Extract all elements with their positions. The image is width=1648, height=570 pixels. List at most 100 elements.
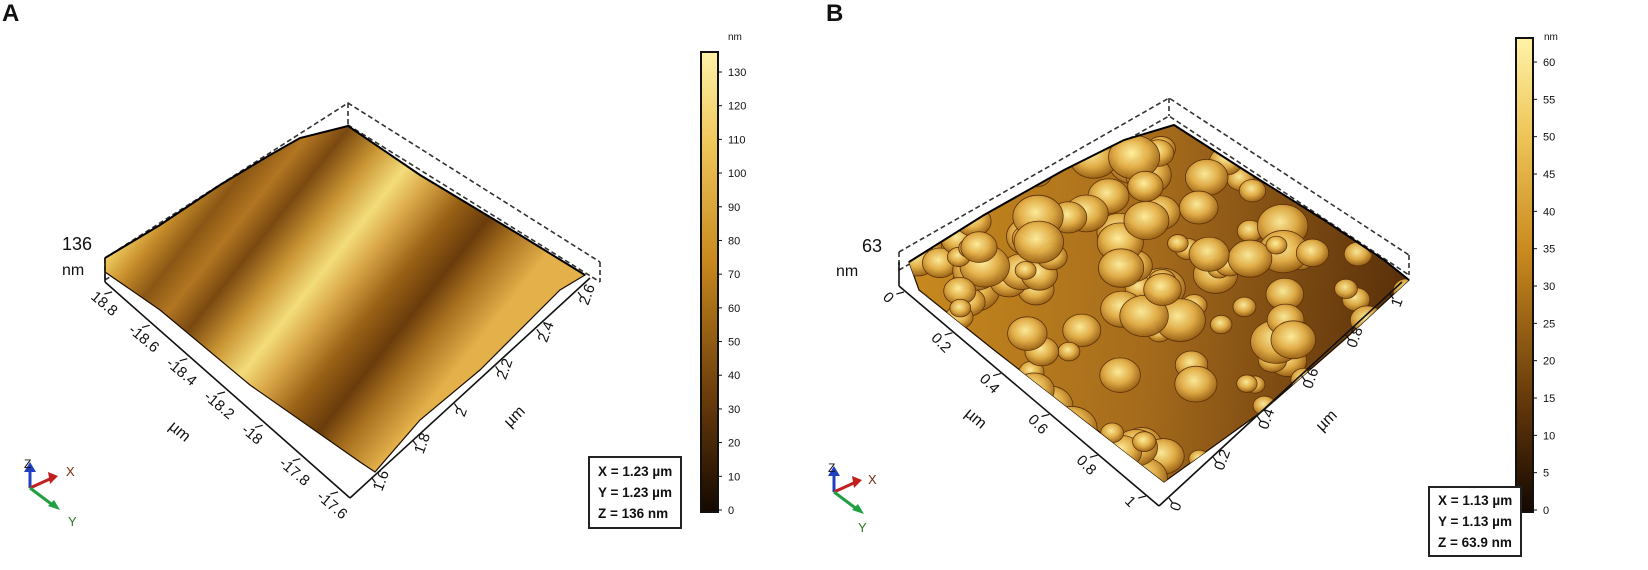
grain <box>1021 160 1053 188</box>
grain <box>971 180 993 199</box>
grain <box>960 231 998 263</box>
afm-panel-a: A <box>2 0 746 529</box>
panel-label: B <box>826 0 844 27</box>
grain <box>1227 239 1273 278</box>
grain <box>1038 125 1074 146</box>
grain <box>1174 365 1218 403</box>
orientation-axes-icon: Z X Y <box>828 461 877 535</box>
grain <box>1019 386 1045 409</box>
grain <box>1318 181 1341 201</box>
bounding-box <box>898 97 1410 276</box>
x-axis-unit: µm <box>165 418 193 446</box>
grain <box>1045 406 1098 451</box>
y-axis-unit: µm <box>1313 407 1341 435</box>
grain <box>1013 220 1064 264</box>
grain <box>1143 273 1182 306</box>
grain <box>1224 455 1274 482</box>
grain <box>1347 153 1381 183</box>
grain <box>1265 235 1288 255</box>
colorbar-tick-label: 10 <box>728 471 740 483</box>
grain <box>1188 236 1230 272</box>
y-axis-ticks: 1.6 1.8 2 2.2 2.4 2.6 <box>370 282 599 493</box>
tick-label: 0 <box>879 289 897 307</box>
colorbar-tick-label: 120 <box>728 101 746 113</box>
tick-label: 0.6 <box>1299 366 1322 391</box>
colorbar-tick-label: 90 <box>728 202 740 214</box>
grain <box>1119 294 1169 337</box>
colorbar-tick-label: 20 <box>728 438 740 450</box>
colorbar-tick-label: 30 <box>1543 281 1555 293</box>
dimension-y: Y = 1.13 µm <box>1438 514 1512 529</box>
grain <box>1067 130 1091 150</box>
colorbar-tick-label: 55 <box>1543 94 1555 106</box>
grain <box>1178 190 1219 225</box>
colorbar-tick-label: 60 <box>1543 57 1555 69</box>
grain <box>1230 431 1259 456</box>
tick-label: 0.2 <box>1211 447 1234 472</box>
colorbar-tick-label: 0 <box>728 505 734 517</box>
axis-glyph-x: X <box>868 472 877 487</box>
surface-grains <box>909 125 1409 482</box>
grain <box>1188 449 1210 469</box>
axis-glyph-z: Z <box>828 461 835 475</box>
axes <box>104 258 591 499</box>
colorbar-tick-label: 25 <box>1543 318 1555 330</box>
axis-glyph-z: Z <box>24 457 31 471</box>
tick-label: 2.6 <box>576 282 599 307</box>
grain <box>909 464 937 482</box>
grain <box>938 173 975 205</box>
grain <box>1232 296 1257 318</box>
colorbar-tick-label: 130 <box>728 67 746 79</box>
colorbar-tick-label: 80 <box>728 235 740 247</box>
colorbar-tick-label: 60 <box>728 303 740 315</box>
grain <box>1046 125 1087 158</box>
grain <box>1334 278 1358 299</box>
grain <box>1123 200 1170 241</box>
colorbar-tick-label: 100 <box>728 168 746 180</box>
dimensions-box: X = 1.23 µm Y = 1.23 µm Z = 136 nm <box>588 456 683 529</box>
grain <box>909 398 940 428</box>
grain <box>935 125 974 154</box>
grain <box>1236 374 1258 393</box>
grain <box>1384 439 1409 464</box>
axis-glyph-y: Y <box>858 520 867 535</box>
colorbar-tick-label: 45 <box>1543 169 1555 181</box>
tick-label: 1 <box>1388 296 1407 310</box>
tick-label: 2.2 <box>493 356 516 381</box>
colorbar-tick-label: 50 <box>1543 132 1555 144</box>
colorbar-tick-label: 70 <box>728 269 740 281</box>
colorbar-tick-label: 0 <box>1543 505 1549 517</box>
grain <box>1273 447 1309 478</box>
grain <box>1013 372 1055 408</box>
grain <box>1099 357 1141 393</box>
grain <box>1288 443 1327 476</box>
grain <box>1371 395 1409 440</box>
grain <box>973 125 1022 152</box>
colorbar-unit: nm <box>1544 32 1558 43</box>
grain <box>1385 338 1409 379</box>
grain <box>1057 341 1081 362</box>
grain <box>1209 314 1233 335</box>
grain <box>1260 152 1296 183</box>
axes <box>898 262 1403 507</box>
grain <box>942 143 969 167</box>
dimension-z: Z = 136 nm <box>598 506 669 521</box>
colorbar-tick-label: 10 <box>1543 430 1555 442</box>
colorbar-tick-label: 35 <box>1543 244 1555 256</box>
grain <box>970 169 1002 197</box>
grain <box>1007 316 1048 351</box>
tick-label: 18.8 <box>87 288 120 320</box>
afm-3d-surface-a: 136 nm 18.8-18.6-18.4-18.2-18-17.8-17.6 … <box>24 32 746 529</box>
grain <box>1014 261 1037 280</box>
grain <box>1379 335 1409 363</box>
grain <box>1295 238 1330 267</box>
grain <box>1402 125 1409 145</box>
grain <box>933 429 974 464</box>
colorbar-unit: nm <box>728 32 742 43</box>
colorbar-tick-label: 50 <box>728 337 740 349</box>
grain <box>1313 180 1346 208</box>
afm-3d-surface-b: 63 nm 00.20.40.60.81 µm 00.20.40.60.81 µ… <box>828 32 1558 535</box>
grain <box>944 195 970 217</box>
grain <box>909 342 928 364</box>
